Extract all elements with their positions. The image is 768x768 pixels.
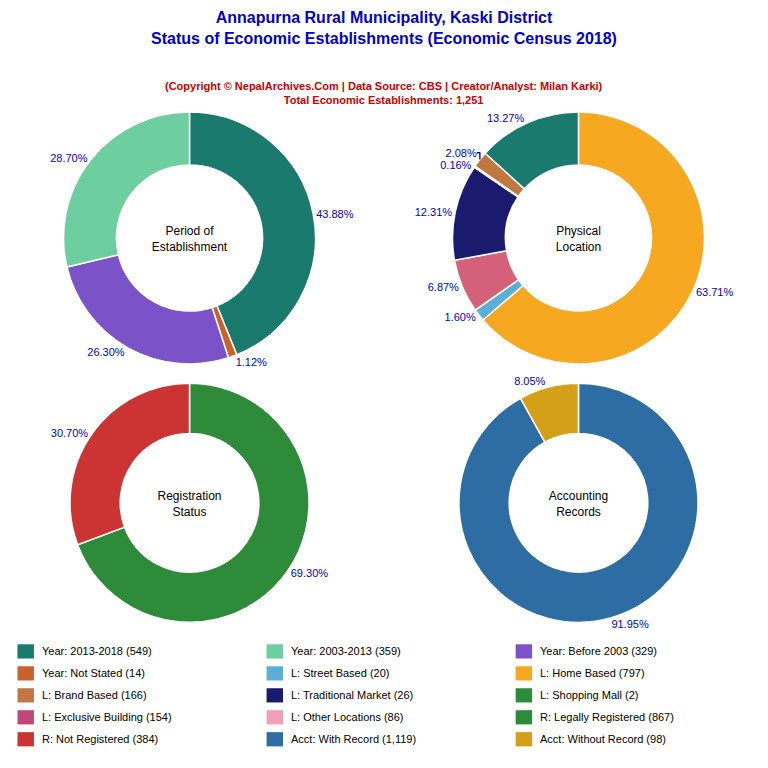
svg-text:2.08%: 2.08%: [445, 147, 476, 159]
svg-text:L: Other Locations (86): L: Other Locations (86): [291, 711, 404, 723]
svg-text:6.87%: 6.87%: [428, 281, 459, 293]
svg-text:Acct: Without Record (98): Acct: Without Record (98): [540, 733, 666, 745]
svg-text:PhysicalLocation: PhysicalLocation: [556, 224, 601, 254]
svg-text:RegistrationStatus: RegistrationStatus: [158, 489, 222, 519]
svg-text:R: Not Registered (384): R: Not Registered (384): [42, 733, 158, 745]
svg-text:0.16%: 0.16%: [440, 159, 471, 171]
svg-text:30.70%: 30.70%: [51, 427, 89, 439]
svg-text:R: Legally Registered (867): R: Legally Registered (867): [540, 711, 674, 723]
svg-text:L: Brand Based (166): L: Brand Based (166): [42, 689, 147, 701]
svg-text:69.30%: 69.30%: [291, 567, 329, 579]
svg-text:1.12%: 1.12%: [236, 356, 267, 368]
svg-text:26.30%: 26.30%: [87, 346, 125, 358]
svg-text:L: Home Based (797): L: Home Based (797): [540, 667, 645, 679]
svg-text:Year: 2003-2013 (359): Year: 2003-2013 (359): [291, 645, 401, 657]
svg-text:L: Traditional Market (26): L: Traditional Market (26): [291, 689, 413, 701]
svg-text:8.05%: 8.05%: [514, 375, 545, 387]
svg-text:L: Shopping Mall (2): L: Shopping Mall (2): [540, 689, 638, 701]
svg-text:91.95%: 91.95%: [611, 618, 649, 630]
svg-text:Acct: With Record (1,119): Acct: With Record (1,119): [291, 733, 416, 745]
svg-text:12.31%: 12.31%: [415, 206, 453, 218]
svg-text:Year: Before 2003 (329): Year: Before 2003 (329): [540, 645, 657, 657]
svg-text:43.88%: 43.88%: [316, 208, 354, 220]
svg-text:Annapurna Rural Municipality,: Annapurna Rural Municipality, Kaski Dist…: [151, 9, 617, 47]
svg-text:L: Exclusive Building (154): L: Exclusive Building (154): [42, 711, 172, 723]
svg-text:L: Street Based (20): L: Street Based (20): [291, 667, 389, 679]
svg-text:AccountingRecords: AccountingRecords: [549, 489, 608, 519]
svg-text:(Copyright © NepalArchives.Com: (Copyright © NepalArchives.Com | Data So…: [165, 80, 603, 106]
svg-text:Period ofEstablishment: Period ofEstablishment: [152, 224, 228, 254]
svg-text:1.60%: 1.60%: [444, 311, 475, 323]
svg-text:28.70%: 28.70%: [50, 152, 88, 164]
svg-text:13.27%: 13.27%: [487, 112, 525, 124]
svg-text:63.71%: 63.71%: [696, 286, 734, 298]
svg-text:Year: Not Stated (14): Year: Not Stated (14): [42, 667, 145, 679]
svg-text:Year: 2013-2018 (549): Year: 2013-2018 (549): [42, 645, 152, 657]
